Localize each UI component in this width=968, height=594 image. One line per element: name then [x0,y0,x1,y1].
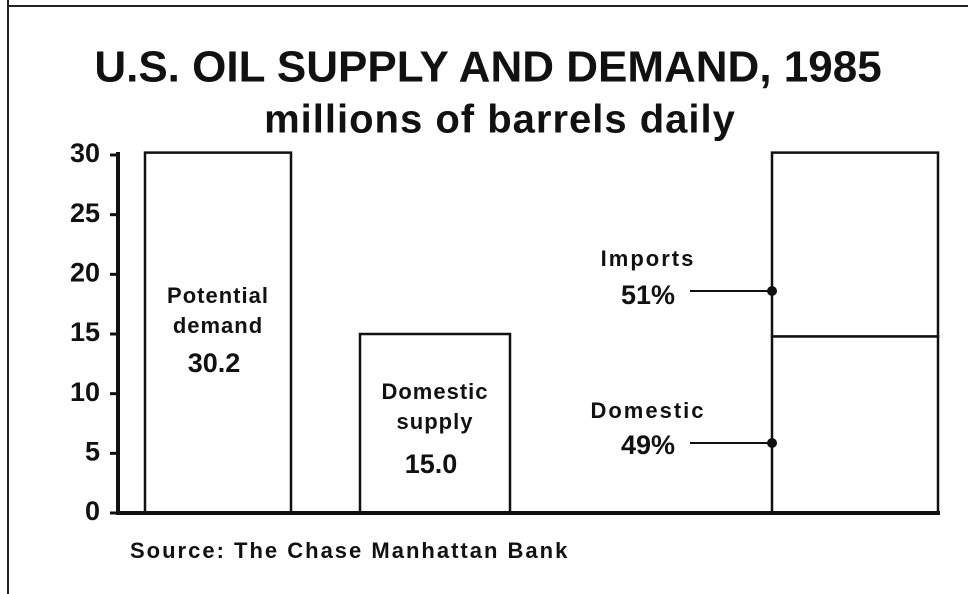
bar [770,151,940,338]
chart-subtitle: millions of barrels daily [264,98,736,142]
y-tick-label: 5 [85,436,100,466]
bar [143,151,293,515]
bar [358,332,512,515]
leader-dot [767,286,777,296]
category-label: Potential demand [167,283,269,338]
value-label: 15.0 [405,449,458,479]
bar [770,335,940,515]
leader-dot [767,438,777,448]
y-tick-label: 25 [70,198,100,228]
legend-label: Imports [601,246,696,271]
category-label: Domestic supply [381,379,488,434]
source: Source: The Chase Manhattan Bank [130,538,569,563]
share-label: 51% [621,280,675,310]
y-tick-label: 10 [70,377,100,407]
chart-title: U.S. OIL SUPPLY AND DEMAND, 1985 [94,43,881,92]
y-tick-label: 30 [70,138,100,168]
value-label: 30.2 [188,348,241,378]
legend-label: Domestic [590,398,705,423]
y-tick-label: 15 [70,317,100,347]
share-label: 49% [621,430,675,460]
y-tick-label: 0 [85,496,100,526]
y-tick-label: 20 [70,257,100,287]
